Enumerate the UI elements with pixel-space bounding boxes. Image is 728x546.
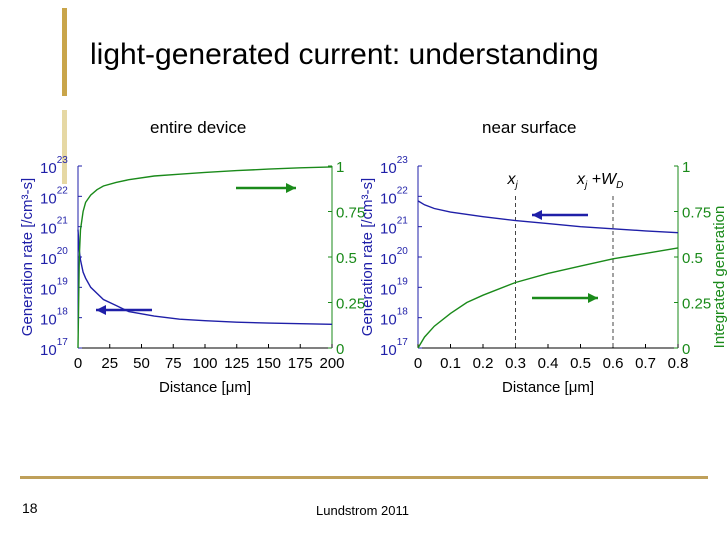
y-tick-label: 1023 [40, 155, 68, 177]
y2-tick-label: 0.75 [336, 205, 365, 222]
x-tick-label: 0 [74, 355, 82, 372]
y-tick-label: 1017 [380, 337, 408, 359]
x-axis-label: Distance [μm] [502, 379, 594, 396]
x-tick-label: 100 [192, 355, 217, 372]
generation-rate-line [77, 229, 333, 325]
junction-label: xj +WD [576, 171, 623, 191]
y-tick-label: 1020 [40, 246, 68, 268]
y-tick-label: 1020 [380, 246, 408, 268]
y2-tick-label: 0 [336, 341, 344, 358]
subtitle-near-surface: near surface [482, 118, 577, 137]
y-tick-label: 1021 [40, 216, 68, 238]
y-tick-label: 1022 [380, 185, 408, 207]
x-tick-label: 0.7 [635, 355, 656, 372]
y-tick-label: 1021 [380, 216, 408, 238]
integrated-generation-line [77, 166, 333, 349]
junction-label: xj [507, 171, 519, 191]
y2-tick-label: 1 [682, 159, 690, 176]
x-tick-label: 0.5 [570, 355, 591, 372]
footer-text: Lundstrom 2011 [316, 503, 409, 518]
x-tick-label: 200 [319, 355, 344, 372]
y-tick-label: 1018 [380, 307, 408, 329]
arrow-left-blue-head [96, 305, 106, 315]
slide-title: light-generated current: understanding [90, 38, 599, 71]
x-axis-label: Distance [μm] [159, 379, 251, 396]
y-tick-label: 1019 [40, 276, 68, 298]
y-axis-label: Generation rate [/cm³-s] [19, 178, 36, 336]
accent-bar-light [62, 110, 67, 184]
x-tick-label: 75 [165, 355, 182, 372]
y-tick-label: 1017 [40, 337, 68, 359]
x-tick-label: 0.3 [505, 355, 526, 372]
arrow-right-green-head [286, 183, 296, 193]
y2-tick-label: 0.75 [682, 205, 711, 222]
y-tick-label: 1023 [380, 155, 408, 177]
integrated-generation-line [417, 247, 679, 349]
x-tick-label: 0.4 [538, 355, 559, 372]
arrow-left-blue-head [532, 210, 542, 220]
y-axis-label: Generation rate [/cm³-s] [359, 178, 376, 336]
x-tick-label: 0 [414, 355, 422, 372]
y-tick-label: 1018 [40, 307, 68, 329]
y2-tick-label: 0.5 [682, 250, 703, 267]
subtitle-entire-device: entire device [150, 118, 247, 137]
y2-tick-label: 0.5 [336, 250, 357, 267]
y2-axis-label: Integrated generation [711, 206, 728, 349]
x-tick-label: 0.6 [603, 355, 624, 372]
x-tick-label: 50 [133, 355, 150, 372]
generation-rate-line [417, 200, 679, 234]
x-tick-label: 25 [101, 355, 118, 372]
arrow-right-green-head [588, 293, 598, 303]
y2-tick-label: 0.25 [682, 296, 711, 313]
x-tick-label: 175 [288, 355, 313, 372]
y2-tick-label: 0.25 [336, 296, 365, 313]
x-tick-label: 125 [224, 355, 249, 372]
x-tick-label: 0.1 [440, 355, 461, 372]
x-tick-label: 0.8 [668, 355, 689, 372]
x-tick-label: 0.2 [473, 355, 494, 372]
y-tick-label: 1019 [380, 276, 408, 298]
x-tick-label: 150 [256, 355, 281, 372]
accent-bar [62, 8, 67, 96]
slide-number: 18 [22, 500, 38, 516]
y2-tick-label: 1 [336, 159, 344, 176]
y2-tick-label: 0 [682, 341, 690, 358]
y-tick-label: 1022 [40, 185, 68, 207]
footer-rule [20, 476, 708, 479]
